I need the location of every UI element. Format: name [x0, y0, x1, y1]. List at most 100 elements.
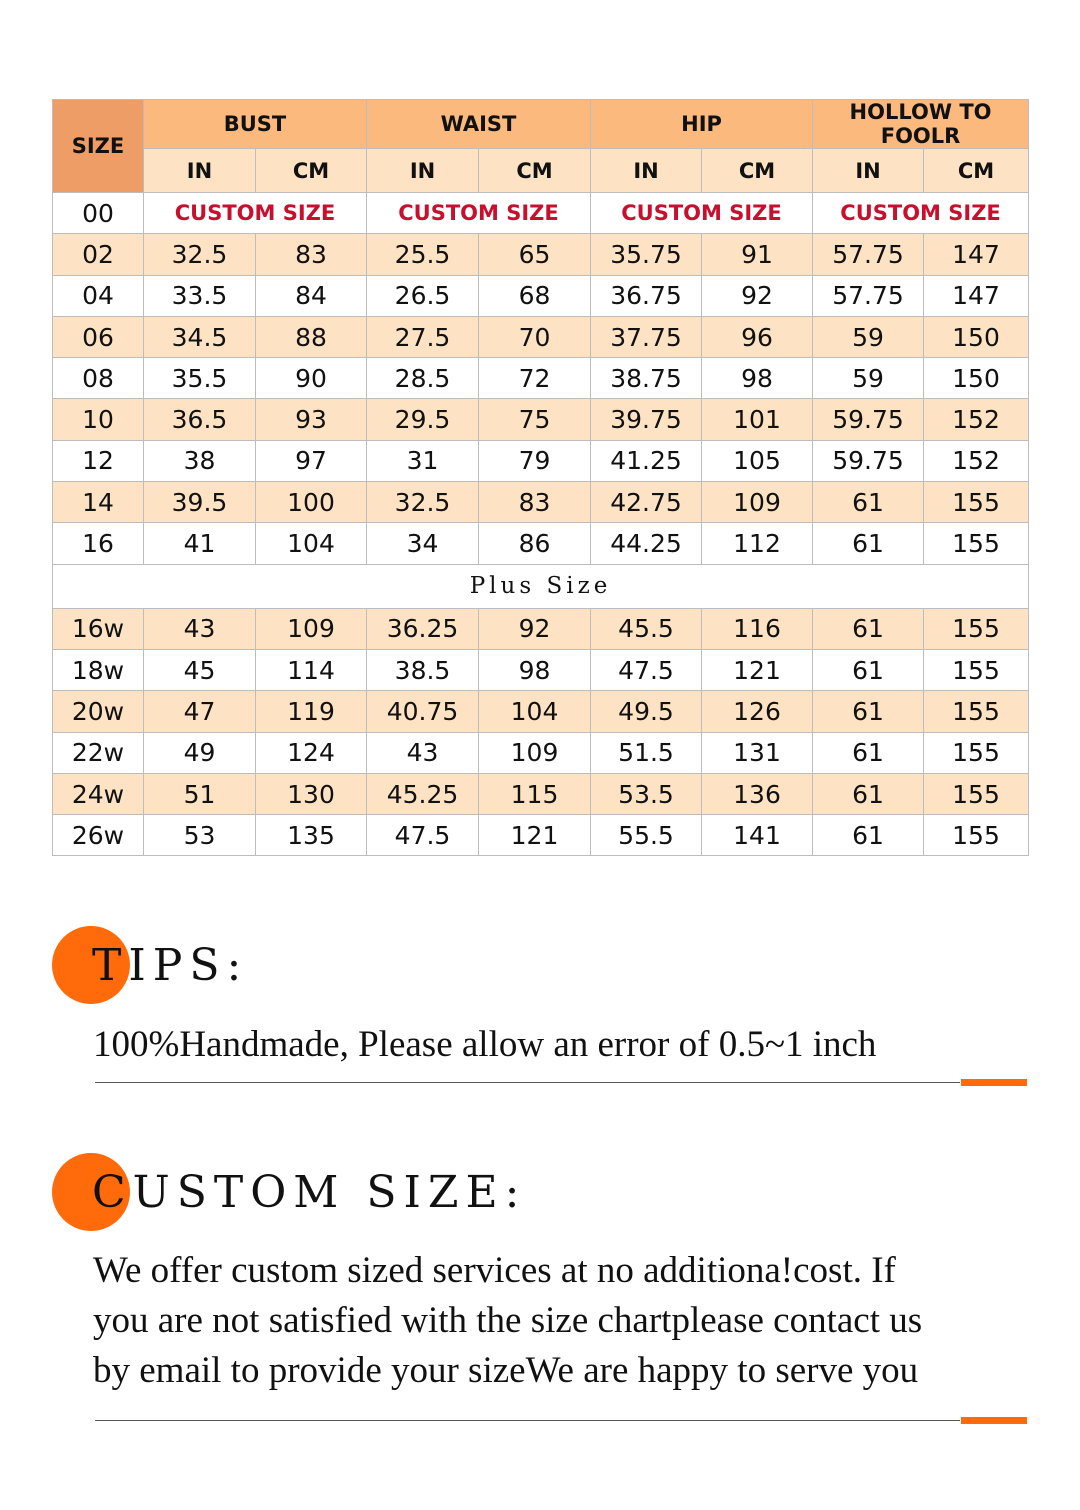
- measure-cell: 83: [254, 233, 368, 276]
- measure-cell: 32.5: [143, 233, 256, 276]
- measure-cell: 90: [254, 357, 368, 400]
- tips-divider: [95, 1082, 960, 1083]
- measure-cell: 57.75: [812, 274, 925, 317]
- table-row: 02 32.5 83 25.5 65 35.75 91 57.75 147: [52, 233, 1030, 276]
- measure-cell: 61: [812, 690, 925, 733]
- measure-cell: 119: [254, 690, 368, 733]
- table-row: 08 35.5 90 28.5 72 38.75 98 59 150: [52, 357, 1030, 400]
- measure-cell: 141: [701, 814, 814, 857]
- measure-cell: 105: [701, 439, 814, 483]
- measure-cell: 115: [478, 772, 592, 816]
- measure-cell: 150: [923, 315, 1030, 359]
- table-row: 24w 51 130 45.25 115 53.5 136 61 155: [52, 772, 1030, 816]
- measure-cell: 59.75: [812, 398, 925, 441]
- size-cell: 04: [52, 274, 144, 317]
- measure-cell: 155: [923, 690, 1030, 733]
- measure-cell: 68: [478, 274, 592, 317]
- measure-cell: 155: [923, 481, 1030, 524]
- measure-cell: 59.75: [812, 439, 925, 483]
- custom-accent-bar: [961, 1417, 1027, 1424]
- measure-cell: 53: [143, 814, 256, 857]
- table-row: 16w 43 109 36.25 92 45.5 116 61 155: [52, 607, 1030, 650]
- measure-cell: 38.5: [366, 648, 480, 692]
- measure-cell: 28.5: [366, 357, 480, 400]
- measure-cell: 49.5: [590, 690, 703, 733]
- measure-cell: 42.75: [590, 481, 703, 524]
- measure-cell: 147: [923, 274, 1030, 317]
- measure-cell: 84: [254, 274, 368, 317]
- measure-cell: 45.5: [590, 607, 703, 650]
- measure-cell: 55.5: [590, 814, 703, 857]
- measure-cell: 57.75: [812, 233, 925, 276]
- measure-cell: 39.5: [143, 481, 256, 524]
- measure-cell: 131: [701, 731, 814, 774]
- measure-cell: 155: [923, 648, 1030, 692]
- size-cell: 20w: [52, 690, 144, 733]
- unit-header: IN: [366, 148, 480, 193]
- tips-text: 100%Handmade, Please allow an error of 0…: [93, 1024, 877, 1065]
- measure-cell: 83: [478, 481, 592, 524]
- size-header: SIZE: [52, 99, 144, 193]
- measure-cell: 45.25: [366, 772, 480, 816]
- measure-cell: 47.5: [590, 648, 703, 692]
- unit-header: CM: [254, 148, 368, 193]
- measure-cell: 93: [254, 398, 368, 441]
- measure-cell: 35.75: [590, 233, 703, 276]
- measure-cell: 61: [812, 731, 925, 774]
- size-cell: 24w: [52, 772, 144, 816]
- measure-cell: 37.75: [590, 315, 703, 359]
- size-cell: 00: [52, 191, 144, 235]
- measure-cell: 96: [701, 315, 814, 359]
- size-cell: 14: [52, 481, 144, 524]
- measure-cell: 61: [812, 522, 925, 565]
- measure-cell: 155: [923, 772, 1030, 816]
- measure-cell: 26.5: [366, 274, 480, 317]
- measure-cell: 34: [366, 522, 480, 565]
- measure-cell: 121: [478, 814, 592, 857]
- size-cell: 18w: [52, 648, 144, 692]
- measure-cell: 38: [143, 439, 256, 483]
- measure-cell: 109: [254, 607, 368, 650]
- custom-heading: CUSTOM SIZE:: [92, 1167, 527, 1218]
- table-row: 14 39.5 100 32.5 83 42.75 109 61 155: [52, 481, 1030, 524]
- measure-cell: 41.25: [590, 439, 703, 483]
- hollow-to-floor-header: HOLLOW TO FOOLR: [812, 99, 1030, 149]
- unit-header: IN: [590, 148, 703, 193]
- plus-size-label: Plus Size: [51, 563, 1030, 609]
- unit-header: IN: [143, 148, 256, 193]
- size-cell: 22w: [52, 731, 144, 774]
- tips-bullet-icon: [52, 926, 130, 1004]
- unit-header: CM: [923, 148, 1030, 193]
- measure-cell: 98: [478, 648, 592, 692]
- measure-cell: 65: [478, 233, 592, 276]
- measure-cell: 43: [143, 607, 256, 650]
- size-cell: 26w: [52, 814, 144, 857]
- measure-cell: 61: [812, 481, 925, 524]
- measure-cell: 136: [701, 772, 814, 816]
- measure-cell: 38.75: [590, 357, 703, 400]
- size-cell: 16w: [52, 607, 144, 650]
- measure-cell: 32.5: [366, 481, 480, 524]
- custom-size-cell: CUSTOM SIZE: [812, 191, 1030, 235]
- measure-cell: 86: [478, 522, 592, 565]
- measure-cell: 91: [701, 233, 814, 276]
- measure-cell: 59: [812, 357, 925, 400]
- size-chart-table: SIZE BUST WAIST HIP HOLLOW TO FOOLR IN CM…: [51, 99, 1030, 857]
- measure-cell: 72: [478, 357, 592, 400]
- measure-cell: 36.5: [143, 398, 256, 441]
- measure-cell: 43: [366, 731, 480, 774]
- measure-cell: 79: [478, 439, 592, 483]
- size-cell: 12: [52, 439, 144, 483]
- measure-cell: 51: [143, 772, 256, 816]
- measure-cell: 33.5: [143, 274, 256, 317]
- measure-cell: 152: [923, 439, 1030, 483]
- waist-header: WAIST: [366, 99, 592, 149]
- table-row: 16 41 104 34 86 44.25 112 61 155: [52, 522, 1030, 565]
- size-cell: 06: [52, 315, 144, 359]
- measure-cell: 34.5: [143, 315, 256, 359]
- table-row: 18w 45 114 38.5 98 47.5 121 61 155: [52, 648, 1030, 692]
- custom-divider: [95, 1420, 960, 1421]
- tips-heading: TIPS:: [92, 940, 249, 991]
- measure-cell: 121: [701, 648, 814, 692]
- measure-cell: 155: [923, 522, 1030, 565]
